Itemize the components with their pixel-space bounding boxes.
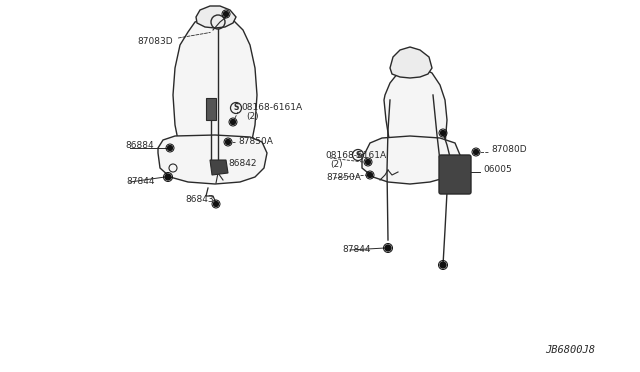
Text: 08168-6161A: 08168-6161A: [241, 103, 302, 112]
Polygon shape: [196, 6, 236, 28]
Text: 86842: 86842: [228, 158, 257, 167]
Polygon shape: [210, 160, 228, 175]
Polygon shape: [390, 47, 432, 78]
FancyBboxPatch shape: [439, 155, 471, 194]
Text: 86884: 86884: [125, 141, 154, 151]
Text: 87080D: 87080D: [491, 145, 527, 154]
Text: 86843: 86843: [186, 195, 214, 203]
FancyBboxPatch shape: [206, 98, 216, 120]
Text: 08168-6161A: 08168-6161A: [325, 151, 386, 160]
Text: (2): (2): [246, 112, 259, 122]
Circle shape: [385, 245, 391, 251]
Text: S: S: [355, 151, 361, 160]
Circle shape: [223, 12, 228, 16]
Polygon shape: [362, 136, 460, 184]
Text: 06005: 06005: [483, 166, 512, 174]
Circle shape: [367, 173, 372, 177]
Circle shape: [168, 145, 173, 151]
Circle shape: [474, 150, 479, 154]
Polygon shape: [158, 135, 267, 184]
Circle shape: [365, 160, 371, 164]
Text: 87083D: 87083D: [137, 32, 211, 46]
Circle shape: [440, 262, 446, 268]
Circle shape: [225, 140, 230, 144]
Text: 87850A: 87850A: [238, 137, 273, 145]
Circle shape: [214, 202, 218, 206]
Polygon shape: [173, 17, 257, 172]
Circle shape: [165, 174, 171, 180]
Text: (2): (2): [330, 160, 342, 170]
Text: 87850A: 87850A: [326, 173, 361, 182]
Circle shape: [440, 131, 445, 135]
Text: 87844: 87844: [342, 246, 371, 254]
Text: S: S: [234, 103, 239, 112]
Circle shape: [230, 119, 236, 125]
Polygon shape: [384, 68, 447, 168]
Text: 87844: 87844: [126, 176, 154, 186]
Text: JB6800J8: JB6800J8: [545, 345, 595, 355]
